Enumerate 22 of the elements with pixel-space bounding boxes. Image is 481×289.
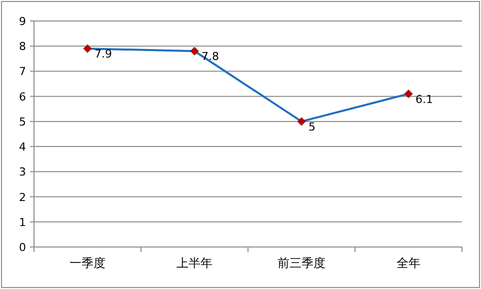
x-tick-label: 全年 xyxy=(396,256,420,270)
y-tick-label: 1 xyxy=(19,216,26,229)
point xyxy=(190,46,199,56)
y-tick-label: 3 xyxy=(19,166,26,179)
x-tick-label: 一季度 xyxy=(70,256,106,270)
y-tick-label: 5 xyxy=(19,115,26,128)
x-tick-label: 上半年 xyxy=(176,256,212,270)
point xyxy=(297,117,306,126)
y-tick-label: 6 xyxy=(19,90,26,104)
y-tick-label: 9 xyxy=(19,15,26,28)
data-label: 6.1 xyxy=(416,92,433,106)
data-label: 7.9 xyxy=(94,48,112,61)
x-tick-label: 前三季度 xyxy=(278,256,326,270)
point xyxy=(404,90,413,98)
y-tick-label: 2 xyxy=(19,190,26,204)
data-label: 7.8 xyxy=(202,50,219,64)
y-tick-label: 8 xyxy=(19,40,26,54)
data-label: 5 xyxy=(308,120,316,134)
y-tick-label: 0 xyxy=(19,241,26,254)
y-tick-label: 4 xyxy=(19,140,26,154)
y-tick-label: 7 xyxy=(19,65,26,78)
point xyxy=(83,44,92,53)
